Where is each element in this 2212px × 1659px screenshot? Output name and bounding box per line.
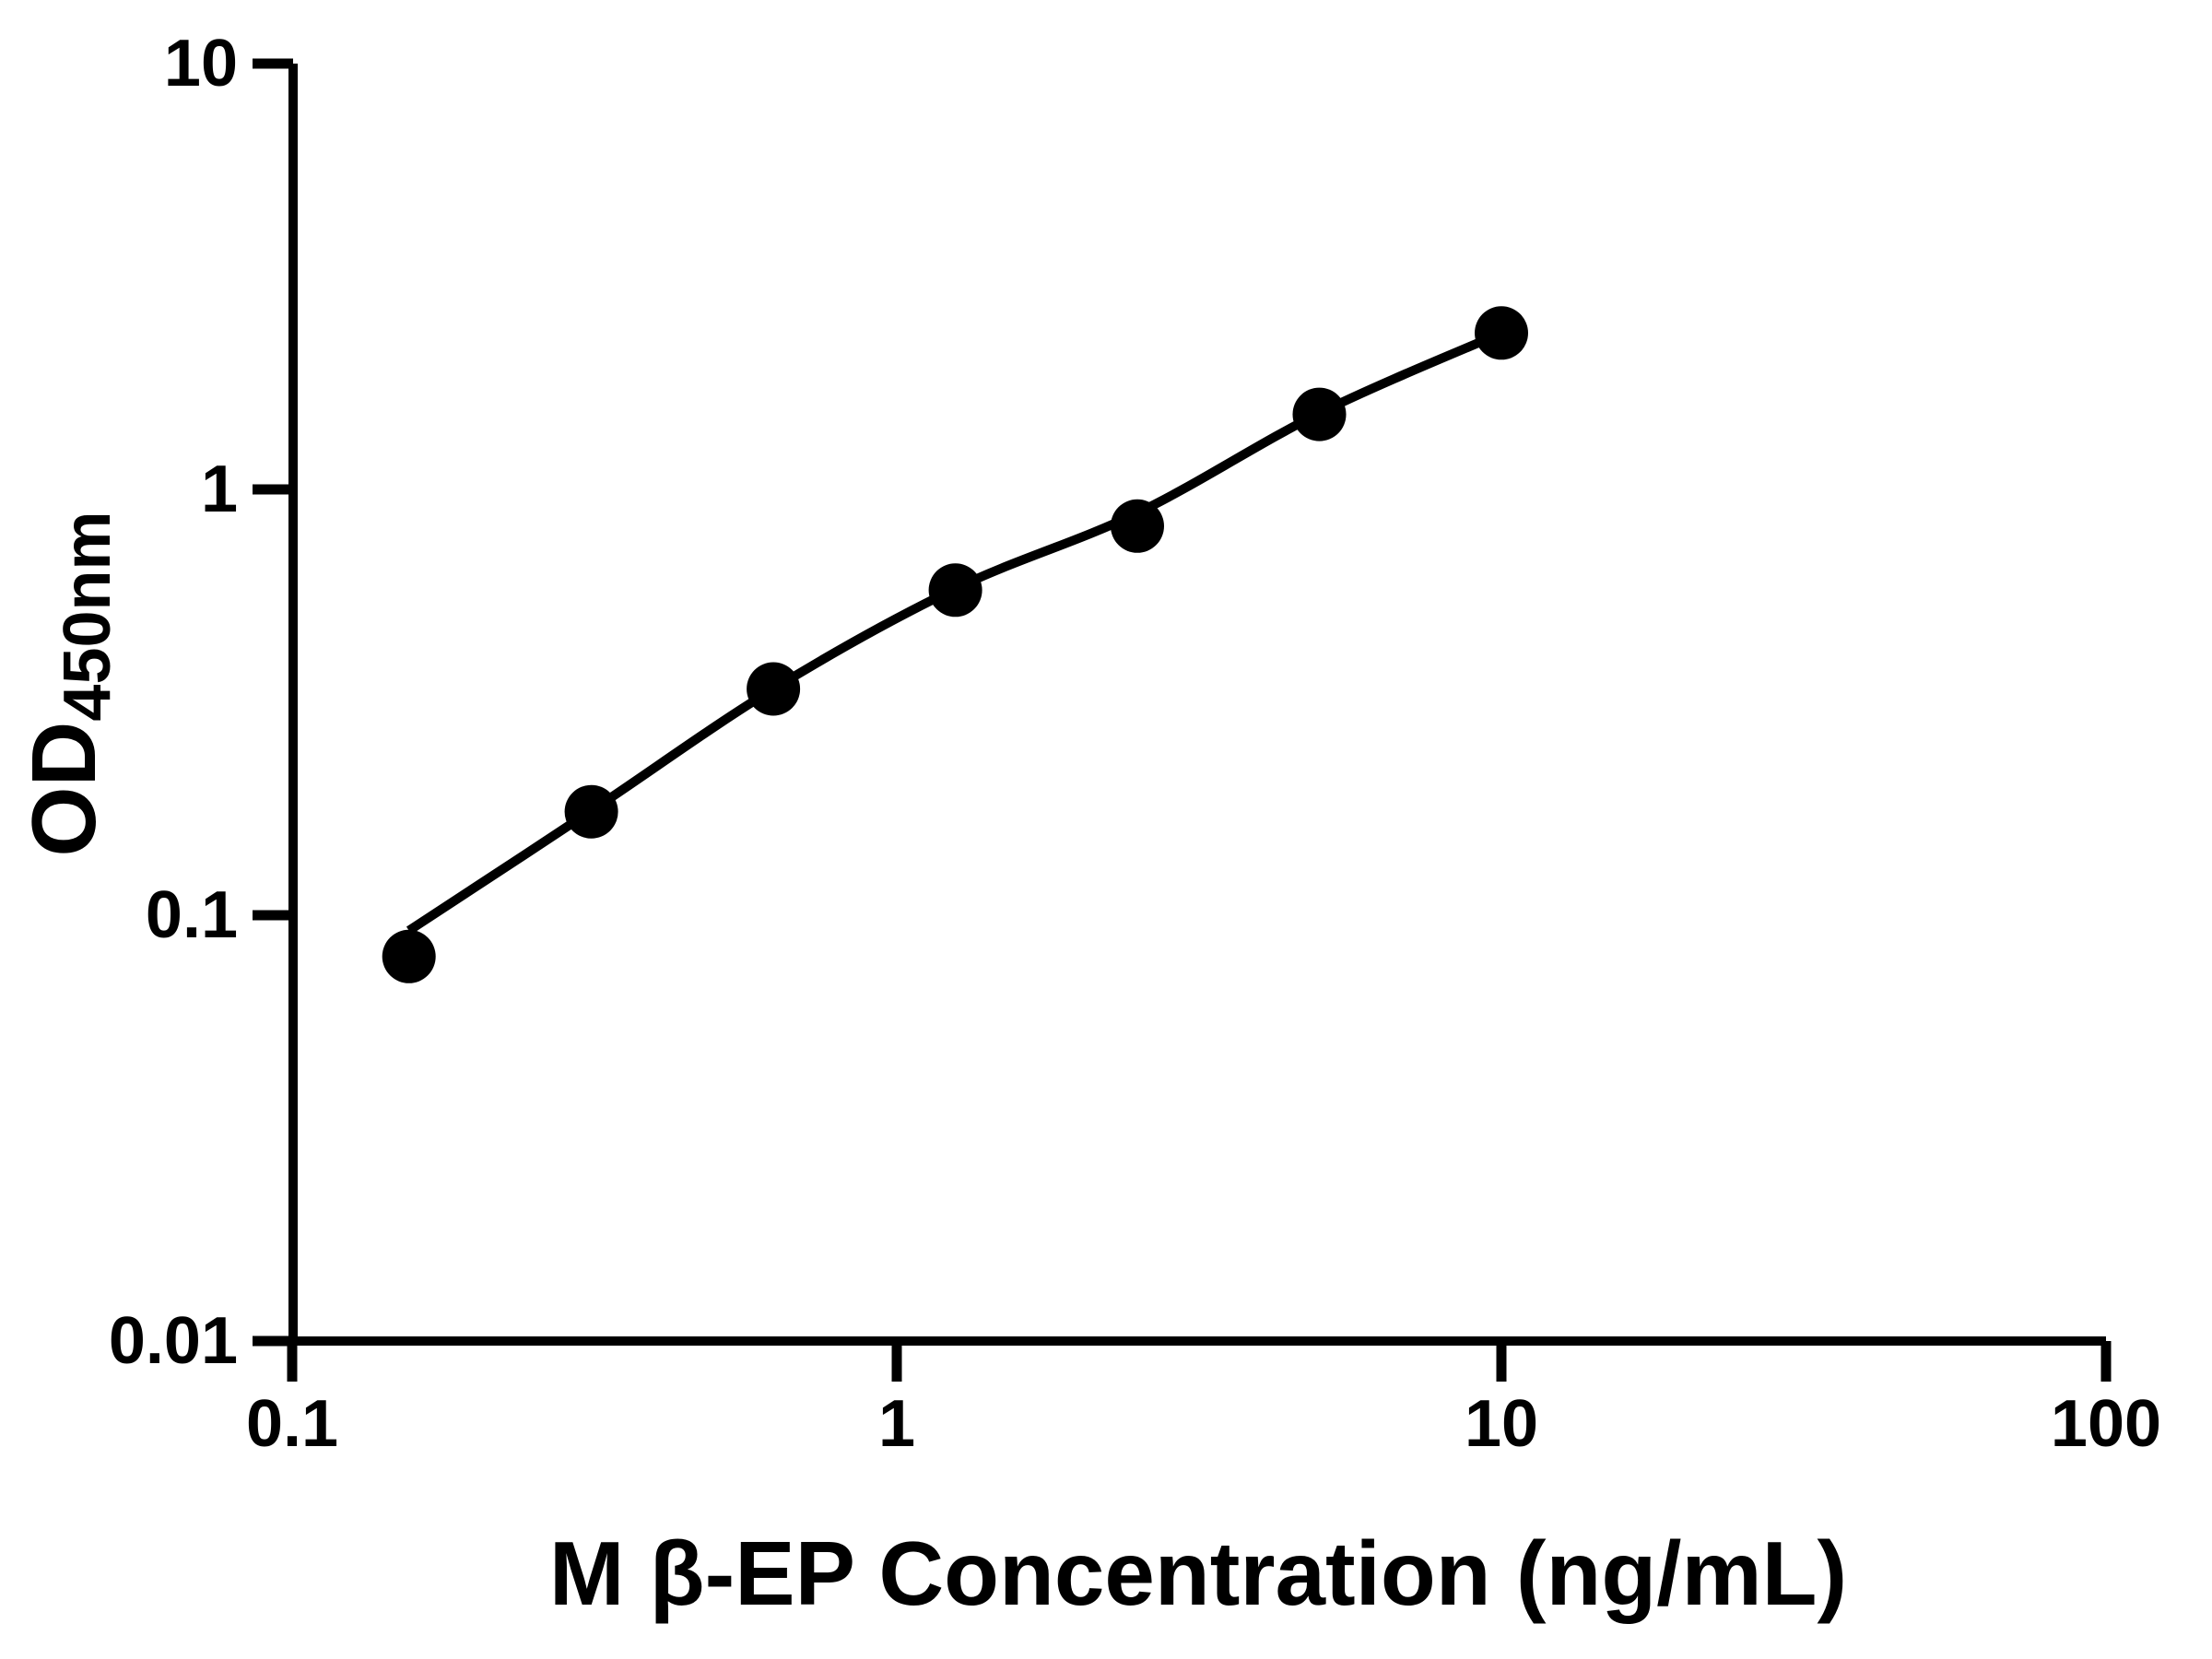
x-tick-label: 10 [1464,1387,1539,1461]
data-point [382,929,436,983]
data-point [1475,306,1528,360]
data-point [747,662,801,716]
x-tick-label: 100 [2050,1387,2162,1461]
data-point [928,563,982,618]
data-point [1111,499,1164,553]
y-axis-title: OD450nm [13,511,138,856]
x-tick-label: 0.1 [245,1387,339,1461]
y-tick-label: 0.01 [108,1304,238,1378]
y-tick-label: 0.1 [145,878,238,952]
x-tick-label: 1 [877,1387,916,1461]
data-point [1292,387,1347,441]
x-axis-title: M β-EP Concentration (ng/mL) [548,1523,1848,1624]
y-tick-label: 10 [163,27,238,100]
y-tick-label: 1 [200,453,238,526]
data-point [564,784,618,839]
y-axis-title-main: OD [13,721,114,857]
y-axis-title-subscript: 450nm [51,511,124,722]
